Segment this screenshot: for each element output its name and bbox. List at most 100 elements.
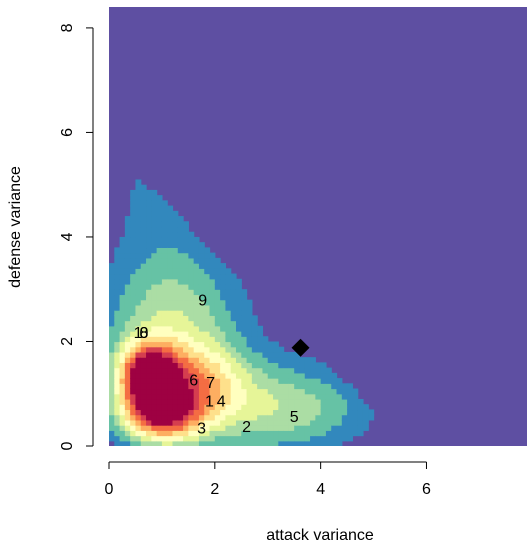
heat-cell <box>225 440 232 446</box>
heat-cell <box>140 372 147 379</box>
heat-cell <box>204 378 211 384</box>
heat-cell <box>299 383 306 390</box>
heat-cell <box>262 435 269 442</box>
y-axis-title: defense variance <box>7 166 24 288</box>
heat-cell <box>146 346 152 353</box>
heat-cell <box>225 310 232 316</box>
heat-cell <box>140 210 147 217</box>
heat-cell <box>209 252 216 259</box>
heat-cell <box>193 283 200 290</box>
heat-cell <box>220 325 226 332</box>
heat-cell <box>278 346 285 353</box>
heat-cell <box>241 310 248 316</box>
heat-cell <box>246 336 253 343</box>
heat-cell <box>209 388 216 395</box>
heat-cell <box>341 404 348 411</box>
heat-cell <box>225 409 232 416</box>
heat-cell <box>156 440 163 446</box>
heat-cell <box>172 362 179 369</box>
heat-cell <box>251 383 258 390</box>
heat-cell <box>225 357 232 363</box>
x-tick-label: 2 <box>210 481 219 498</box>
heat-cell <box>220 425 226 431</box>
heat-cell <box>230 278 237 285</box>
heat-cell <box>209 409 216 416</box>
heat-cell <box>193 440 200 446</box>
heat-cell <box>267 435 274 442</box>
heat-cell <box>172 320 179 327</box>
heat-cell <box>130 226 137 233</box>
heat-cell <box>177 357 184 363</box>
heat-cell <box>156 257 163 264</box>
heat-cell <box>130 357 137 363</box>
heat-cell <box>151 388 158 395</box>
heat-cell <box>198 325 205 332</box>
point-label: 4 <box>217 394 226 411</box>
heat-cell <box>288 440 295 446</box>
heat-cell <box>230 393 237 400</box>
heat-cell <box>140 325 147 332</box>
heat-cell <box>220 378 226 384</box>
heat-cell <box>230 425 237 431</box>
heat-cell <box>336 388 343 395</box>
heat-cell <box>209 273 216 280</box>
heat-cell <box>114 289 121 296</box>
heat-cell <box>198 289 205 296</box>
heat-cell <box>273 414 279 421</box>
heat-cell <box>235 425 242 431</box>
heat-cell <box>251 315 258 322</box>
heat-cell <box>151 351 158 358</box>
heat-cell <box>177 257 184 264</box>
heat-cell <box>294 351 301 358</box>
heat-cell <box>241 398 248 405</box>
heat-cell <box>151 310 158 316</box>
heat-cell <box>167 263 174 269</box>
heat-cell <box>273 351 279 358</box>
heat-cell <box>294 367 301 374</box>
heat-cell <box>130 367 137 374</box>
heat-cell <box>235 320 242 327</box>
heat-cell <box>193 315 200 322</box>
heat-cell <box>183 404 189 411</box>
heat-cell <box>357 425 364 431</box>
heat-cell <box>114 252 121 259</box>
heat-cell <box>119 299 126 306</box>
heat-cell <box>151 346 158 353</box>
heat-cell <box>225 325 232 332</box>
heat-cell <box>188 393 195 400</box>
heat-cell <box>251 393 258 400</box>
heat-cell <box>331 430 338 437</box>
heat-cell <box>283 419 290 426</box>
heat-cell <box>209 341 216 348</box>
heat-cell <box>251 346 258 353</box>
heat-cell <box>315 419 322 426</box>
heat-cell <box>130 310 137 316</box>
heat-cell <box>368 414 375 421</box>
heat-cell <box>331 378 338 384</box>
heat-cell <box>183 331 189 337</box>
heat-cell <box>172 430 179 437</box>
heat-cell <box>114 388 121 395</box>
heat-cell <box>151 430 158 437</box>
heat-cell <box>188 440 195 446</box>
heat-cell <box>140 283 147 290</box>
heat-cell <box>273 383 279 390</box>
heat-cell <box>220 278 226 285</box>
heat-cell <box>352 430 359 437</box>
heat-cell <box>331 404 338 411</box>
heat-cell <box>204 357 211 363</box>
heat-cell <box>267 367 274 374</box>
heat-cell <box>230 404 237 411</box>
heat-cell <box>167 331 174 337</box>
heat-cell <box>188 294 195 301</box>
heat-cell <box>156 304 163 311</box>
heat-cell <box>193 304 200 311</box>
heat-cell <box>130 430 137 437</box>
heat-cell <box>161 435 168 442</box>
heat-cell <box>362 404 369 411</box>
heat-cell <box>325 393 332 400</box>
heat-cell <box>209 367 216 374</box>
heat-cell <box>177 388 184 395</box>
heat-cell <box>172 294 179 301</box>
heat-cell <box>204 372 211 379</box>
